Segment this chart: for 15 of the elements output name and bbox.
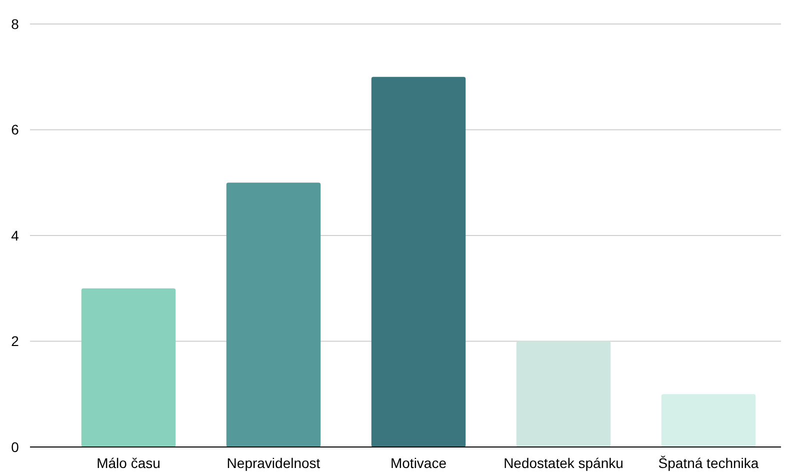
y-tick-label: 4 [11,227,20,244]
y-tick-label: 6 [11,122,20,138]
bar [371,76,466,447]
x-tick-label: Málo času [96,455,160,471]
y-tick-label: 8 [11,16,20,32]
bar [81,288,176,447]
bar [226,182,321,447]
x-tick-label: Nedostatek spánku [504,455,624,471]
x-tick-label: Motivace [390,455,447,471]
bar [516,341,611,447]
y-tick-label: 0 [11,438,20,455]
x-tick-label: Špatná technika [658,455,759,471]
y-tick-label: 2 [11,333,20,350]
bar [661,394,756,447]
x-tick-label: Nepravidelnost [226,455,320,471]
